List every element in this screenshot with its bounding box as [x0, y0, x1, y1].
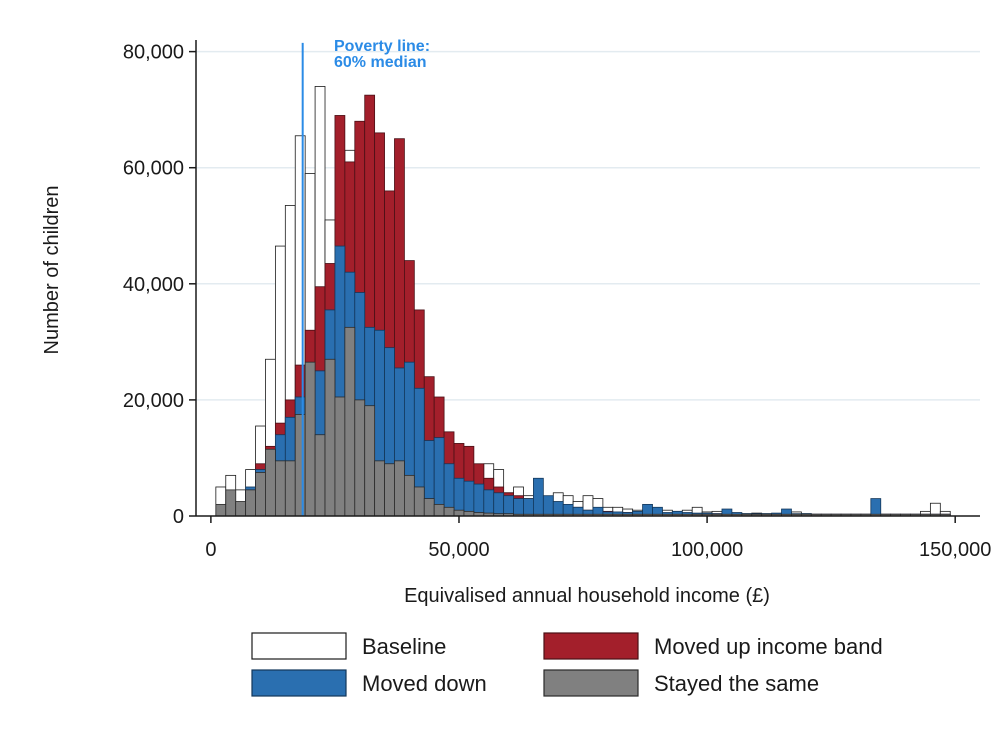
y-tick-label: 0 — [173, 506, 184, 528]
bar-stayed-same — [235, 501, 247, 517]
bar-stayed-same — [453, 509, 465, 517]
bar-stayed-same — [265, 448, 276, 517]
bar-stayed-same — [394, 460, 405, 517]
bar-stayed-same — [215, 503, 227, 517]
y-tick-label: 20,000 — [123, 390, 184, 412]
bar-stayed-same — [364, 405, 376, 517]
bar-stayed-same — [225, 489, 237, 517]
bar-moved-down — [473, 483, 485, 517]
x-tick-label: 150,000 — [919, 539, 991, 561]
legend-swatch-moved-down — [251, 669, 347, 697]
bar-stayed-same — [413, 486, 425, 517]
bar-stayed-same — [274, 460, 286, 517]
poverty-line-label: 60% median — [334, 54, 426, 71]
bar-moved-down — [870, 498, 882, 517]
legend-label-moved-down: Moved down — [362, 671, 487, 696]
legend-swatch-baseline — [251, 632, 347, 660]
bar-stayed-same — [384, 463, 395, 517]
bar-stayed-same — [304, 361, 316, 517]
x-tick-label: 0 — [205, 539, 216, 561]
y-axis-title: Number of children — [41, 186, 63, 355]
legend-label-stayed-same: Stayed the same — [654, 671, 819, 696]
histogram-bars — [215, 86, 951, 517]
bar-stayed-same — [433, 503, 445, 517]
bar-stayed-same — [284, 460, 296, 517]
bar-moved-down — [483, 489, 495, 517]
bar-moved-down — [533, 477, 544, 517]
x-tick-label: 100,000 — [671, 539, 743, 561]
bar-stayed-same — [334, 396, 346, 517]
x-tick-label: 50,000 — [428, 539, 489, 561]
bar-moved-down — [542, 495, 554, 517]
y-tick-label: 80,000 — [123, 42, 184, 64]
legend-label-moved-up: Moved up income band — [654, 634, 883, 659]
bar-stayed-same — [245, 489, 256, 517]
legend-swatch-moved-up — [543, 632, 639, 660]
legend-swatch-stayed-same — [543, 669, 639, 697]
y-tick-label: 40,000 — [123, 274, 184, 296]
bar-moved-down — [523, 498, 534, 517]
x-axis-title: Equivalised annual household income (£) — [404, 585, 770, 607]
legend: Baseline Moved up income band Moved down… — [251, 632, 883, 697]
bar-moved-down — [463, 480, 475, 517]
bar-moved-down — [513, 498, 524, 517]
bar-moved-down — [503, 495, 514, 517]
bar-stayed-same — [404, 474, 415, 517]
bar-stayed-same — [324, 358, 336, 517]
legend-label-baseline: Baseline — [362, 634, 446, 659]
bar-stayed-same — [354, 399, 366, 517]
bar-moved-down — [552, 501, 564, 517]
poverty-line-annotation: Poverty line:60% median — [301, 38, 430, 516]
y-tick-label: 60,000 — [123, 158, 184, 180]
bar-moved-down — [493, 492, 505, 517]
axes: 0 20,000 40,000 60,000 80,000 0 50,000 100,000 1… — [123, 40, 991, 561]
bar-stayed-same — [374, 460, 385, 517]
poverty-line-label: Poverty line: — [334, 38, 430, 55]
bar-stayed-same — [314, 434, 326, 517]
bar-stayed-same — [443, 506, 455, 517]
bar-stayed-same — [423, 498, 435, 517]
bar-stayed-same — [344, 326, 356, 517]
bar-stayed-same — [255, 472, 266, 517]
